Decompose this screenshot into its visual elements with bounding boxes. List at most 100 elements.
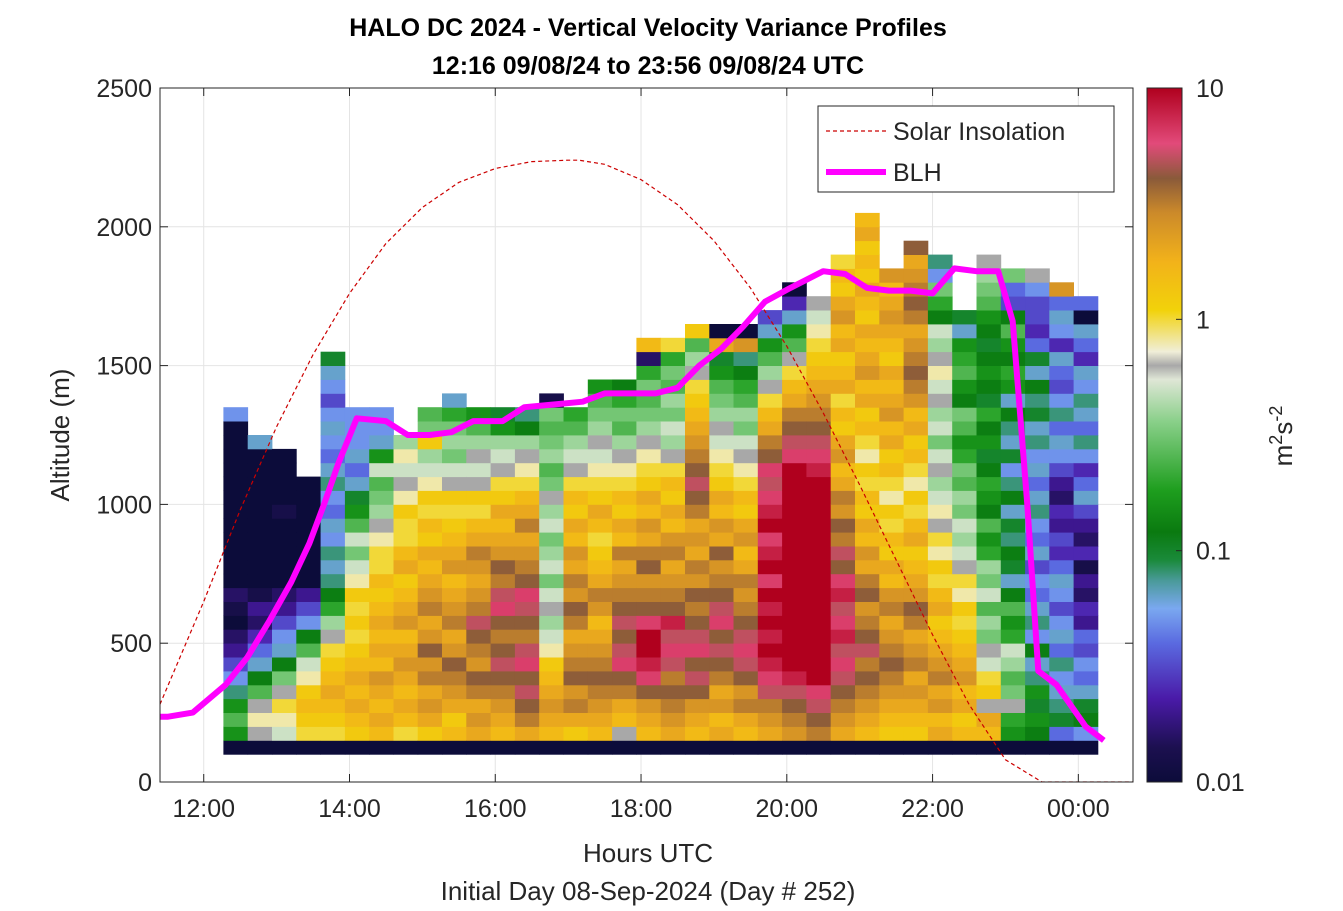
heatmap-cell (757, 518, 783, 533)
heatmap-cell (733, 643, 759, 658)
heatmap-cell (369, 740, 394, 755)
heatmap-cell (587, 379, 613, 394)
heatmap-cell (320, 351, 346, 366)
heatmap-cell (855, 601, 880, 616)
heatmap-cell (393, 643, 419, 658)
heatmap-cell (660, 740, 686, 755)
heatmap-cell (1073, 407, 1099, 422)
heatmap-cell (879, 671, 904, 686)
heatmap-cell (757, 726, 783, 741)
heatmap-cell (490, 657, 516, 672)
heatmap-cell (223, 490, 249, 505)
heatmap-cell (1049, 504, 1074, 519)
heatmap-cell (976, 643, 1002, 658)
heatmap-cell (1049, 490, 1074, 505)
heatmap-cell (903, 421, 929, 436)
heatmap-cell (1073, 296, 1099, 311)
heatmap-cell (903, 379, 929, 394)
heatmap-cell (612, 671, 637, 686)
heatmap-cell (879, 365, 904, 380)
heatmap-cell (393, 490, 419, 505)
heatmap-cell (879, 601, 904, 616)
colorbar-unit-sup2: -2 (1266, 406, 1286, 422)
heatmap-cell (927, 421, 953, 436)
heatmap-cell (539, 657, 564, 672)
heatmap-cell (1073, 740, 1099, 755)
heatmap-cell (709, 601, 734, 616)
heatmap-cell (320, 365, 346, 380)
heatmap-cell (1000, 601, 1026, 616)
heatmap-cell (320, 518, 346, 533)
heatmap-cell (539, 601, 564, 616)
heatmap-cell (806, 435, 832, 450)
heatmap-cell (660, 601, 686, 616)
heatmap-cell (344, 657, 370, 672)
heatmap-cell (587, 601, 613, 616)
heatmap-cell (393, 518, 419, 533)
colorbar-tick-label: 10 (1196, 75, 1224, 103)
heatmap-cell (272, 629, 297, 644)
heatmap-cell (539, 643, 564, 658)
colorbar (1146, 87, 1183, 783)
heatmap-cell (296, 671, 321, 686)
heatmap-cell (296, 684, 321, 700)
heatmap-cell (952, 476, 977, 491)
heatmap-cell (223, 726, 249, 741)
heatmap-cell (490, 504, 516, 519)
heatmap-cell (927, 379, 953, 394)
heatmap-cell (636, 601, 662, 616)
heatmap-cell (879, 421, 904, 436)
heatmap-cell (466, 532, 491, 547)
heatmap-cell (855, 587, 880, 602)
heatmap-cell (539, 504, 564, 519)
heatmap-cell (563, 435, 589, 450)
heatmap-cell (296, 490, 321, 505)
heatmap-cell (927, 435, 953, 450)
heatmap-cell (514, 504, 540, 519)
heatmap-cell (490, 629, 516, 644)
heatmap-cell (806, 518, 832, 533)
heatmap-cell (1025, 310, 1050, 325)
heatmap-cell (855, 740, 880, 755)
heatmap-cell (369, 698, 394, 713)
heatmap-cell (344, 490, 370, 505)
heatmap-cell (903, 365, 929, 380)
heatmap-cell (806, 393, 832, 408)
heatmap-cell (320, 601, 346, 616)
heatmap-cell (976, 310, 1002, 325)
heatmap-cell (223, 643, 249, 658)
heatmap-cell (903, 476, 929, 491)
heatmap-cell (660, 643, 686, 658)
heatmap-cell (1049, 351, 1074, 366)
heatmap-cell (1000, 379, 1026, 394)
heatmap-cell (806, 351, 832, 366)
heatmap-cell (539, 421, 564, 436)
heatmap-cell (636, 684, 662, 700)
heatmap-cell (709, 712, 734, 727)
heatmap-cell (757, 615, 783, 630)
heatmap-cell (272, 448, 297, 464)
heatmap-cell (757, 601, 783, 616)
heatmap-cell (952, 546, 977, 561)
heatmap-cell (296, 740, 321, 755)
heatmap-cell (855, 546, 880, 561)
colorbar-unit-mid: s (1268, 422, 1298, 435)
heatmap-cell (685, 337, 710, 353)
heatmap-cell (247, 532, 273, 547)
heatmap-cell (1000, 365, 1026, 380)
heatmap-cell (976, 435, 1002, 450)
heatmap-cell (879, 296, 904, 311)
heatmap-cell (685, 504, 710, 519)
heatmap-cell (1049, 365, 1074, 380)
heatmap-cell (903, 698, 929, 713)
heatmap-cell (344, 740, 370, 755)
heatmap-cell (660, 435, 686, 450)
heatmap-cell (223, 740, 249, 755)
heatmap-cell (417, 573, 443, 589)
heatmap-cell (272, 712, 297, 727)
chart-subtitle: 12:16 09/08/24 to 23:56 09/08/24 UTC (432, 52, 864, 80)
heatmap-cell (927, 601, 953, 616)
heatmap-cell (223, 573, 249, 589)
heatmap-cell (660, 587, 686, 602)
heatmap-cell (636, 573, 662, 589)
